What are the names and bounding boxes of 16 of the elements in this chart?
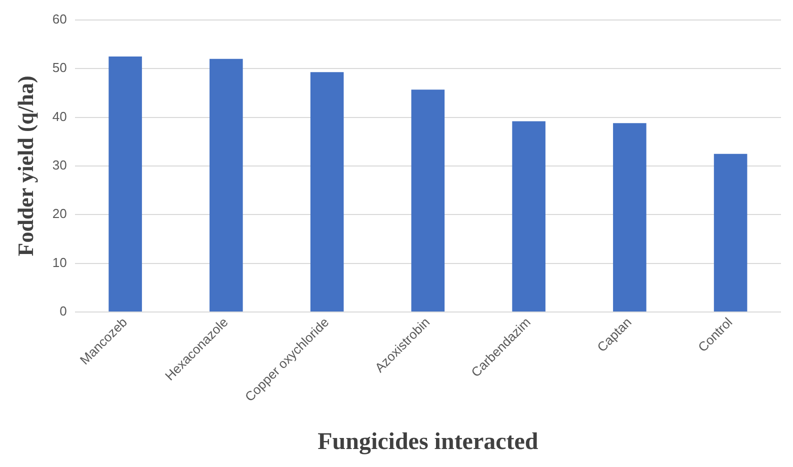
bar (310, 72, 344, 312)
bar (512, 121, 546, 312)
y-tick-label: 50 (52, 60, 67, 76)
y-tick-label: 40 (52, 108, 67, 124)
bar (714, 154, 748, 312)
y-tick-label: 60 (52, 12, 67, 27)
y-tick-label: 30 (52, 158, 67, 173)
y-axis-title: Fodder yield (q/ha) (12, 76, 38, 256)
x-axis-title: Fungicides interacted (318, 428, 539, 455)
y-tick-label: 20 (52, 206, 67, 222)
bar (411, 90, 445, 312)
bar (613, 123, 646, 312)
y-tick-label: 0 (60, 304, 67, 319)
bar (108, 56, 142, 312)
y-tick-label: 10 (52, 254, 67, 270)
bar (210, 58, 243, 312)
